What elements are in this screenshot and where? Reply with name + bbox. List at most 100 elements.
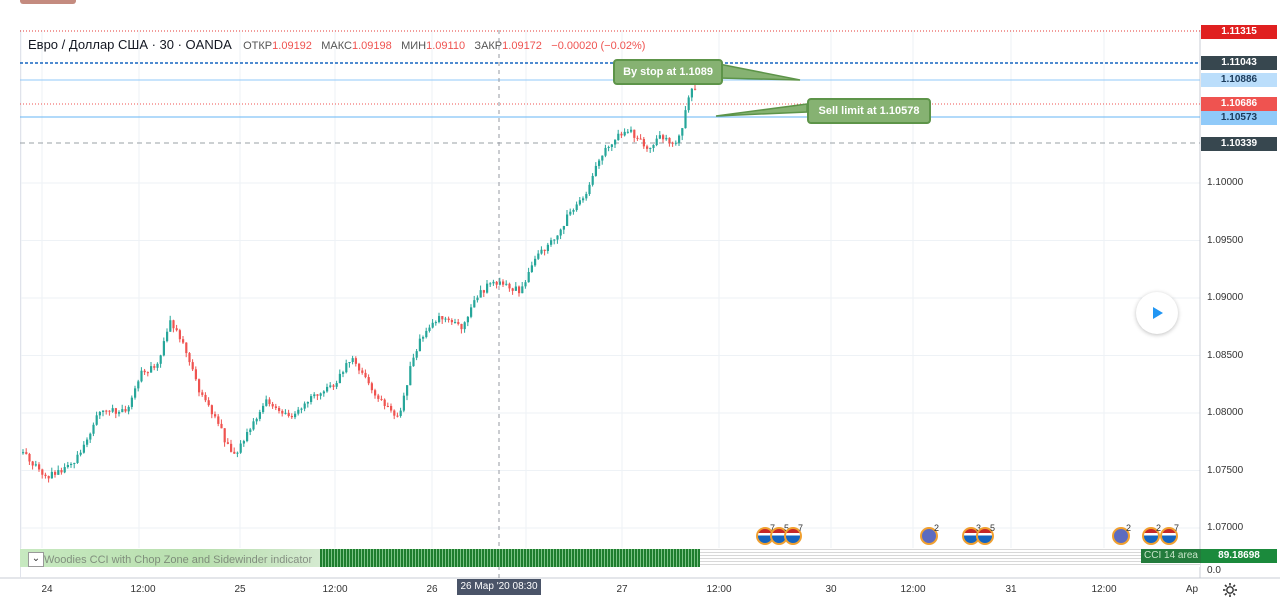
economic-event-marker[interactable]: 2	[1142, 523, 1164, 545]
economic-event-marker[interactable]: 7	[784, 523, 806, 545]
candle-body	[460, 323, 463, 330]
candle-body	[518, 286, 521, 294]
candle-body	[66, 465, 69, 468]
settings-gear-icon[interactable]	[1222, 582, 1238, 598]
candle-body	[537, 253, 540, 259]
candle-body	[380, 398, 383, 400]
candle-body	[326, 386, 329, 392]
candle-body	[466, 316, 469, 323]
price-tag: 1.11043	[1201, 56, 1277, 70]
candle-body	[63, 467, 66, 473]
candle-body	[134, 388, 137, 398]
candle-body	[681, 128, 684, 136]
buy-stop-callout[interactable]: By stop at 1.1089	[613, 59, 723, 85]
candle-body	[332, 385, 335, 387]
symbol-legend[interactable]: Евро / Доллар США · 30 · OANDA ОТКР1.091…	[28, 37, 651, 52]
top-badge[interactable]	[20, 0, 76, 4]
candle-body	[281, 410, 284, 414]
candle-body	[361, 370, 364, 373]
left-border	[20, 30, 21, 578]
collapse-indicator-button[interactable]: ⌄	[28, 552, 44, 567]
price-tag: 1.10886	[1201, 73, 1277, 87]
candle-body	[185, 342, 188, 354]
price-tag: 1.10686	[1201, 97, 1277, 111]
candle-body	[623, 131, 626, 136]
country-flag-icon	[1112, 527, 1130, 545]
candle-body	[476, 297, 479, 301]
play-icon	[1153, 307, 1163, 319]
time-tick: 12:00	[130, 584, 156, 595]
candle-body	[124, 409, 127, 412]
crosshair-time-label: 26 Мар '20 08:30	[457, 579, 541, 595]
candle-body	[588, 184, 591, 195]
candle-body	[47, 476, 50, 479]
candle-body	[377, 395, 380, 399]
time-tick: Ap	[1185, 584, 1199, 595]
candle-body	[262, 405, 265, 413]
indicator-pane[interactable]	[20, 549, 1200, 567]
candle-body	[156, 363, 159, 368]
candle-body	[169, 320, 172, 332]
price-tag: 1.10573	[1201, 111, 1277, 125]
economic-event-marker[interactable]: 2	[1112, 523, 1134, 545]
time-tick: 31	[1005, 584, 1017, 595]
candle-body	[178, 330, 181, 340]
candle-body	[479, 290, 482, 298]
candle-body	[559, 229, 562, 236]
candle-body	[38, 464, 41, 470]
candle-body	[358, 363, 361, 371]
price-tick: 1.07500	[1207, 464, 1244, 476]
candle-body	[322, 391, 325, 394]
candle-body	[44, 474, 47, 477]
candle-body	[514, 286, 517, 291]
candle-body	[121, 409, 124, 413]
candle-body	[502, 281, 505, 285]
candle-body	[428, 327, 431, 331]
candle-body	[534, 258, 537, 266]
candle-body	[351, 358, 354, 362]
candle-body	[268, 399, 271, 405]
sell-limit-callout[interactable]: Sell limit at 1.10578	[807, 98, 931, 124]
candle-body	[159, 355, 162, 364]
candle-body	[329, 385, 332, 387]
candle-body	[287, 412, 290, 417]
play-button[interactable]	[1136, 292, 1178, 334]
candle-body	[444, 318, 447, 320]
candle-body	[111, 408, 114, 412]
candle-body	[188, 353, 191, 363]
top-strip	[0, 0, 1280, 6]
economic-event-marker[interactable]: 2	[920, 523, 942, 545]
candle-body	[396, 415, 399, 417]
economic-event-marker[interactable]: 7	[1160, 523, 1182, 545]
buy-stop-pointer	[718, 63, 801, 81]
close-label: ЗАКР	[474, 40, 503, 52]
candle-body	[242, 441, 245, 444]
low-label: МИН	[401, 40, 427, 52]
candle-body	[630, 129, 633, 132]
candle-body	[393, 410, 396, 416]
economic-event-marker[interactable]: 5	[976, 523, 998, 545]
event-count: 7	[1174, 523, 1180, 533]
candle-body	[495, 281, 498, 285]
candle-body	[223, 428, 226, 443]
candle-body	[54, 471, 57, 475]
candle-body	[390, 405, 393, 411]
symbol-title[interactable]: Евро / Доллар США · 30 · OANDA	[28, 37, 232, 52]
candle-body	[671, 142, 674, 144]
candle-body	[198, 379, 201, 393]
candle-body	[150, 366, 153, 373]
candle-body	[578, 200, 581, 205]
candle-body	[665, 137, 668, 140]
candle-body	[60, 470, 63, 473]
candle-body	[319, 393, 322, 396]
candle-body	[102, 410, 105, 413]
price-tag: 1.11315	[1201, 25, 1277, 39]
candle-body	[342, 372, 345, 374]
candle-body	[422, 337, 425, 339]
candle-body	[674, 142, 677, 144]
candle-body	[204, 394, 207, 401]
candle-body	[543, 249, 546, 252]
candle-body	[409, 366, 412, 386]
candle-body	[114, 408, 117, 414]
